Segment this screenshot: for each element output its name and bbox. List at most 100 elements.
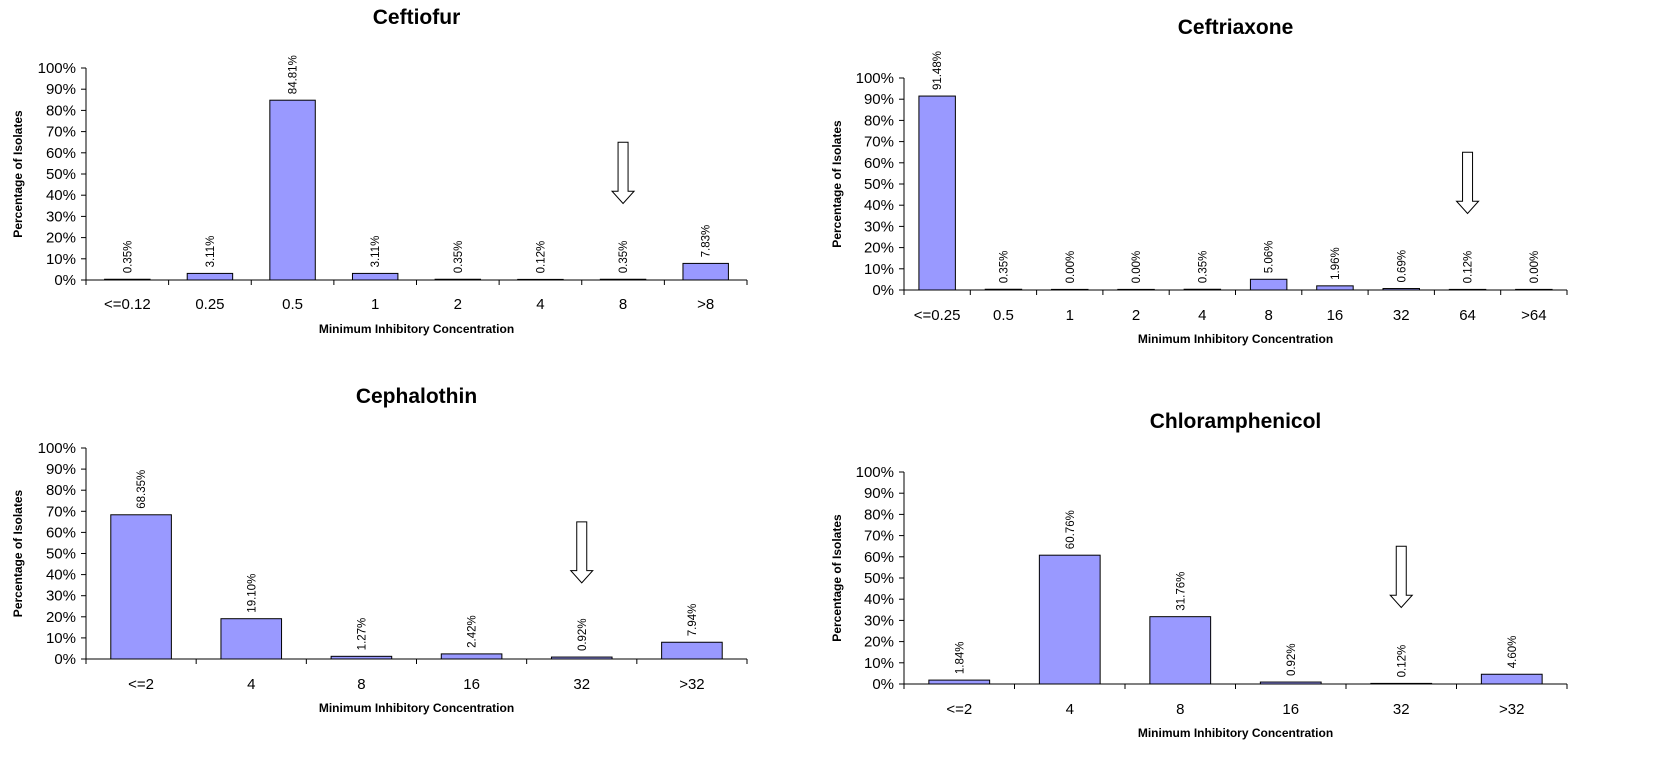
bar (1370, 682, 1433, 685)
x-tick-label: 0.25 (195, 296, 224, 313)
y-tick-label: 90% (864, 485, 894, 502)
y-tick-label: 50% (46, 166, 76, 183)
x-tick-label: 1 (371, 296, 379, 313)
x-tick-label: <=0.12 (104, 296, 151, 313)
chart-title: Ceftiofur (373, 6, 461, 29)
x-tick-label: 8 (357, 676, 365, 693)
chart-ceftriaxone: Ceftriaxone 0% 10% 20% 30% 40% 50% 60% 70% 80% 90%… (830, 16, 1568, 346)
data-label: 0.00% (1131, 251, 1143, 284)
x-tick-label: 16 (1282, 701, 1299, 718)
data-label: 1.27% (356, 618, 368, 651)
chart-title: Ceftriaxone (1178, 16, 1294, 39)
bar (269, 99, 316, 281)
y-tick-label: 70% (46, 124, 76, 141)
data-label: 91.48% (932, 51, 944, 90)
breakpoint-arrow-icon (610, 141, 636, 205)
chart-title: Cephalothin (356, 385, 477, 408)
bar (1249, 278, 1288, 291)
y-tick-label: 80% (46, 482, 76, 499)
y-tick-label: 40% (864, 197, 894, 214)
data-label: 0.12% (535, 241, 547, 274)
y-tick-label: 90% (46, 461, 76, 478)
breakpoint-arrow-icon (1455, 151, 1480, 215)
x-tick-label: 4 (247, 676, 255, 693)
bar (682, 262, 729, 281)
y-tick-label: 80% (46, 102, 76, 119)
y-tick-label: 20% (864, 240, 894, 257)
y-axis-label: Percentage of Isolates (11, 110, 25, 238)
bar (1382, 288, 1420, 291)
bar (1515, 288, 1553, 291)
data-label: 7.83% (701, 225, 713, 258)
y-tick-label: 30% (864, 218, 894, 235)
y-tick-label: 60% (46, 145, 76, 162)
data-label: 2.42% (467, 615, 479, 648)
y-tick-label: 60% (864, 155, 894, 172)
data-label: 4.60% (1507, 636, 1519, 669)
data-label: 0.12% (1396, 645, 1408, 678)
chart-chloramphenicol: Chloramphenicol0%10%20%30%40%50%60%70%80… (830, 410, 1568, 740)
bar (1316, 285, 1354, 291)
x-tick-label: 0.5 (282, 296, 303, 313)
data-label: 5.06% (1264, 241, 1276, 274)
bar (928, 679, 991, 685)
x-tick-label: 32 (1393, 307, 1410, 324)
x-tick-label: >32 (679, 676, 704, 693)
y-tick-label: 70% (864, 134, 894, 151)
x-tick-label: >32 (1499, 701, 1524, 718)
y-tick-label: 90% (46, 81, 76, 98)
x-axis-label: Minimum Inhibitory Concentration (319, 701, 514, 715)
data-label: 0.92% (577, 618, 589, 651)
x-tick-label: <=2 (128, 676, 154, 693)
chart-title: Chloramphenicol (1150, 410, 1322, 433)
y-tick-label: 0% (872, 676, 894, 693)
y-tick-label: 30% (864, 612, 894, 629)
bar (1183, 288, 1222, 291)
y-tick-label: 0% (54, 651, 76, 668)
x-tick-label: 64 (1459, 307, 1476, 324)
data-label: 3.11% (205, 236, 217, 268)
bar (1448, 288, 1487, 291)
data-label: 0.35% (1197, 251, 1209, 284)
x-tick-label: 8 (1176, 701, 1184, 718)
y-tick-label: 80% (864, 506, 894, 523)
data-label: 0.35% (453, 241, 465, 274)
y-tick-label: 0% (872, 282, 894, 299)
bar (440, 653, 503, 660)
bar (661, 641, 723, 660)
data-label: 31.76% (1175, 572, 1187, 611)
y-tick-label: 30% (46, 588, 76, 605)
y-tick-label: 70% (46, 503, 76, 520)
y-tick-label: 10% (864, 655, 894, 672)
y-tick-label: 60% (864, 549, 894, 566)
bar (517, 278, 564, 281)
bar (104, 278, 151, 281)
y-tick-label: 10% (46, 630, 76, 647)
y-tick-label: 60% (46, 524, 76, 541)
data-label: 0.92% (1286, 643, 1298, 676)
bar (1149, 616, 1212, 685)
bar (186, 272, 234, 281)
y-tick-label: 70% (864, 528, 894, 545)
x-tick-label: 32 (1393, 701, 1410, 718)
x-tick-label: 32 (573, 676, 590, 693)
bar (110, 514, 172, 660)
y-tick-label: 0% (54, 272, 76, 289)
y-tick-label: 80% (864, 112, 894, 129)
bar (599, 278, 647, 281)
x-tick-label: 4 (1066, 701, 1074, 718)
y-tick-label: 100% (38, 60, 76, 77)
y-tick-label: 10% (864, 261, 894, 278)
y-tick-label: 40% (864, 591, 894, 608)
y-tick-label: 20% (46, 609, 76, 626)
breakpoint-arrow-icon (569, 521, 594, 584)
data-label: 1.84% (954, 641, 966, 674)
bar (1480, 673, 1543, 685)
chart-ceftiofur: Ceftiofur0%10%20%30%40%50%60%70%80%90%10… (11, 6, 748, 336)
x-axis-label: Minimum Inhibitory Concentration (319, 322, 514, 336)
x-tick-label: 8 (619, 296, 627, 313)
x-axis-label: Minimum Inhibitory Concentration (1138, 332, 1333, 346)
x-tick-label: >8 (697, 296, 714, 313)
y-tick-label: 50% (864, 570, 894, 587)
x-tick-label: 1 (1066, 307, 1074, 324)
